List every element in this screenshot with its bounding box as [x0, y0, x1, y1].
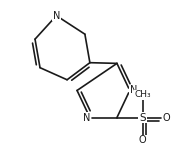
Text: CH₃: CH₃: [134, 90, 151, 99]
Text: N: N: [82, 112, 90, 122]
Text: N: N: [130, 85, 137, 95]
Text: O: O: [163, 112, 170, 122]
Text: S: S: [139, 112, 146, 122]
Text: N: N: [53, 11, 60, 21]
Text: O: O: [139, 135, 146, 145]
